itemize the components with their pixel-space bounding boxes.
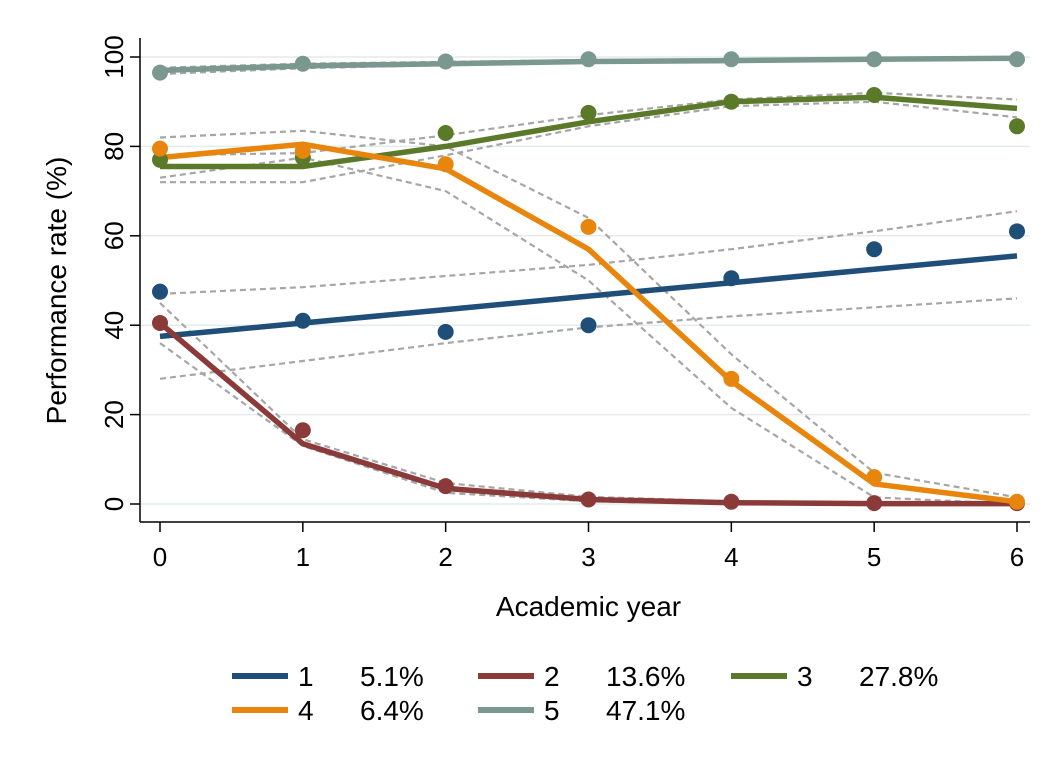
series-5-point <box>294 55 311 72</box>
legend-entry-5: 5 47.1% <box>478 695 685 726</box>
series-2-point <box>294 422 311 439</box>
series-4-point <box>152 140 168 157</box>
legend-entry-4: 4 6.4% <box>232 695 424 726</box>
series-3-point <box>580 104 597 121</box>
y-tick-label: 60 <box>99 221 129 250</box>
series-3-point <box>437 124 454 141</box>
series-2-point <box>723 493 740 510</box>
series-4-point <box>1009 493 1025 510</box>
legend: 1 5.1% 2 13.6% 3 27.8% 4 6.4% 5 47.1% <box>232 661 938 726</box>
legend-series-share: 47.1% <box>606 695 685 726</box>
y-tick-label: 20 <box>99 400 129 429</box>
series-2-ci-lower <box>159 342 1017 506</box>
series-5-point <box>866 51 883 68</box>
y-tick-label: 80 <box>99 132 129 161</box>
series-5-point <box>152 64 168 81</box>
x-tick-label: 2 <box>438 542 452 572</box>
series-1-point <box>437 323 454 340</box>
series-1-point <box>1009 223 1025 240</box>
x-axis-label: Academic year <box>496 591 681 622</box>
series-3-point <box>723 93 740 110</box>
series-3-point <box>1009 118 1025 135</box>
legend-series-name: 5 <box>544 695 560 726</box>
series-4-ci-upper <box>159 129 1018 499</box>
legend-entry-3: 3 27.8% <box>731 661 938 692</box>
series-2-point <box>580 491 597 508</box>
legend-series-share: 27.8% <box>859 661 938 692</box>
x-tick-label: 0 <box>153 542 167 572</box>
legend-series-name: 2 <box>544 661 560 692</box>
series-1-ci-upper <box>159 210 1018 295</box>
series-4-point <box>580 218 597 235</box>
fitted-lines <box>158 55 1018 507</box>
x-tick-label: 5 <box>867 542 881 572</box>
legend-series-share: 6.4% <box>360 695 424 726</box>
series-4-point <box>723 370 740 387</box>
series-1-point <box>152 283 168 300</box>
legend-entry-1: 1 5.1% <box>232 661 424 692</box>
series-3-point <box>152 151 168 168</box>
legend-series-share: 13.6% <box>606 661 685 692</box>
series-5-point <box>437 53 454 70</box>
series-2-point <box>152 314 168 331</box>
series-1-point <box>866 241 883 258</box>
y-tick-label: 0 <box>99 497 129 511</box>
series-1-ci-lower <box>159 297 1018 380</box>
legend-series-name: 3 <box>797 661 813 692</box>
x-tick-label: 1 <box>296 542 310 572</box>
x-tick-label: 4 <box>724 542 738 572</box>
legend-entry-2: 2 13.6% <box>478 661 685 692</box>
legend-series-name: 4 <box>298 695 314 726</box>
series-1-point <box>580 317 597 334</box>
observed-points <box>152 51 1025 512</box>
series-5-point <box>1009 51 1025 68</box>
legend-series-share: 5.1% <box>360 661 424 692</box>
x-tick-label: 3 <box>581 542 595 572</box>
legend-series-name: 1 <box>298 661 314 692</box>
axes: 0 20 40 60 80 100 0 1 2 3 4 5 6 <box>99 35 1030 572</box>
series-2-fitted-line <box>158 320 1017 507</box>
series-5-point <box>723 51 740 68</box>
series-4-point <box>437 156 454 173</box>
series-1-point <box>294 312 311 329</box>
x-tick-label: 6 <box>1010 542 1024 572</box>
series-5-point <box>580 51 597 68</box>
series-2-point <box>866 495 883 512</box>
series-4-point <box>866 469 883 486</box>
series-4-point <box>294 142 311 159</box>
series-3-point <box>866 86 883 103</box>
series-1-point <box>723 270 740 287</box>
y-tick-label: 100 <box>99 35 129 78</box>
y-tick-label: 40 <box>99 311 129 340</box>
series-2-point <box>437 478 454 495</box>
y-axis-label: Performance rate (%) <box>41 157 72 425</box>
